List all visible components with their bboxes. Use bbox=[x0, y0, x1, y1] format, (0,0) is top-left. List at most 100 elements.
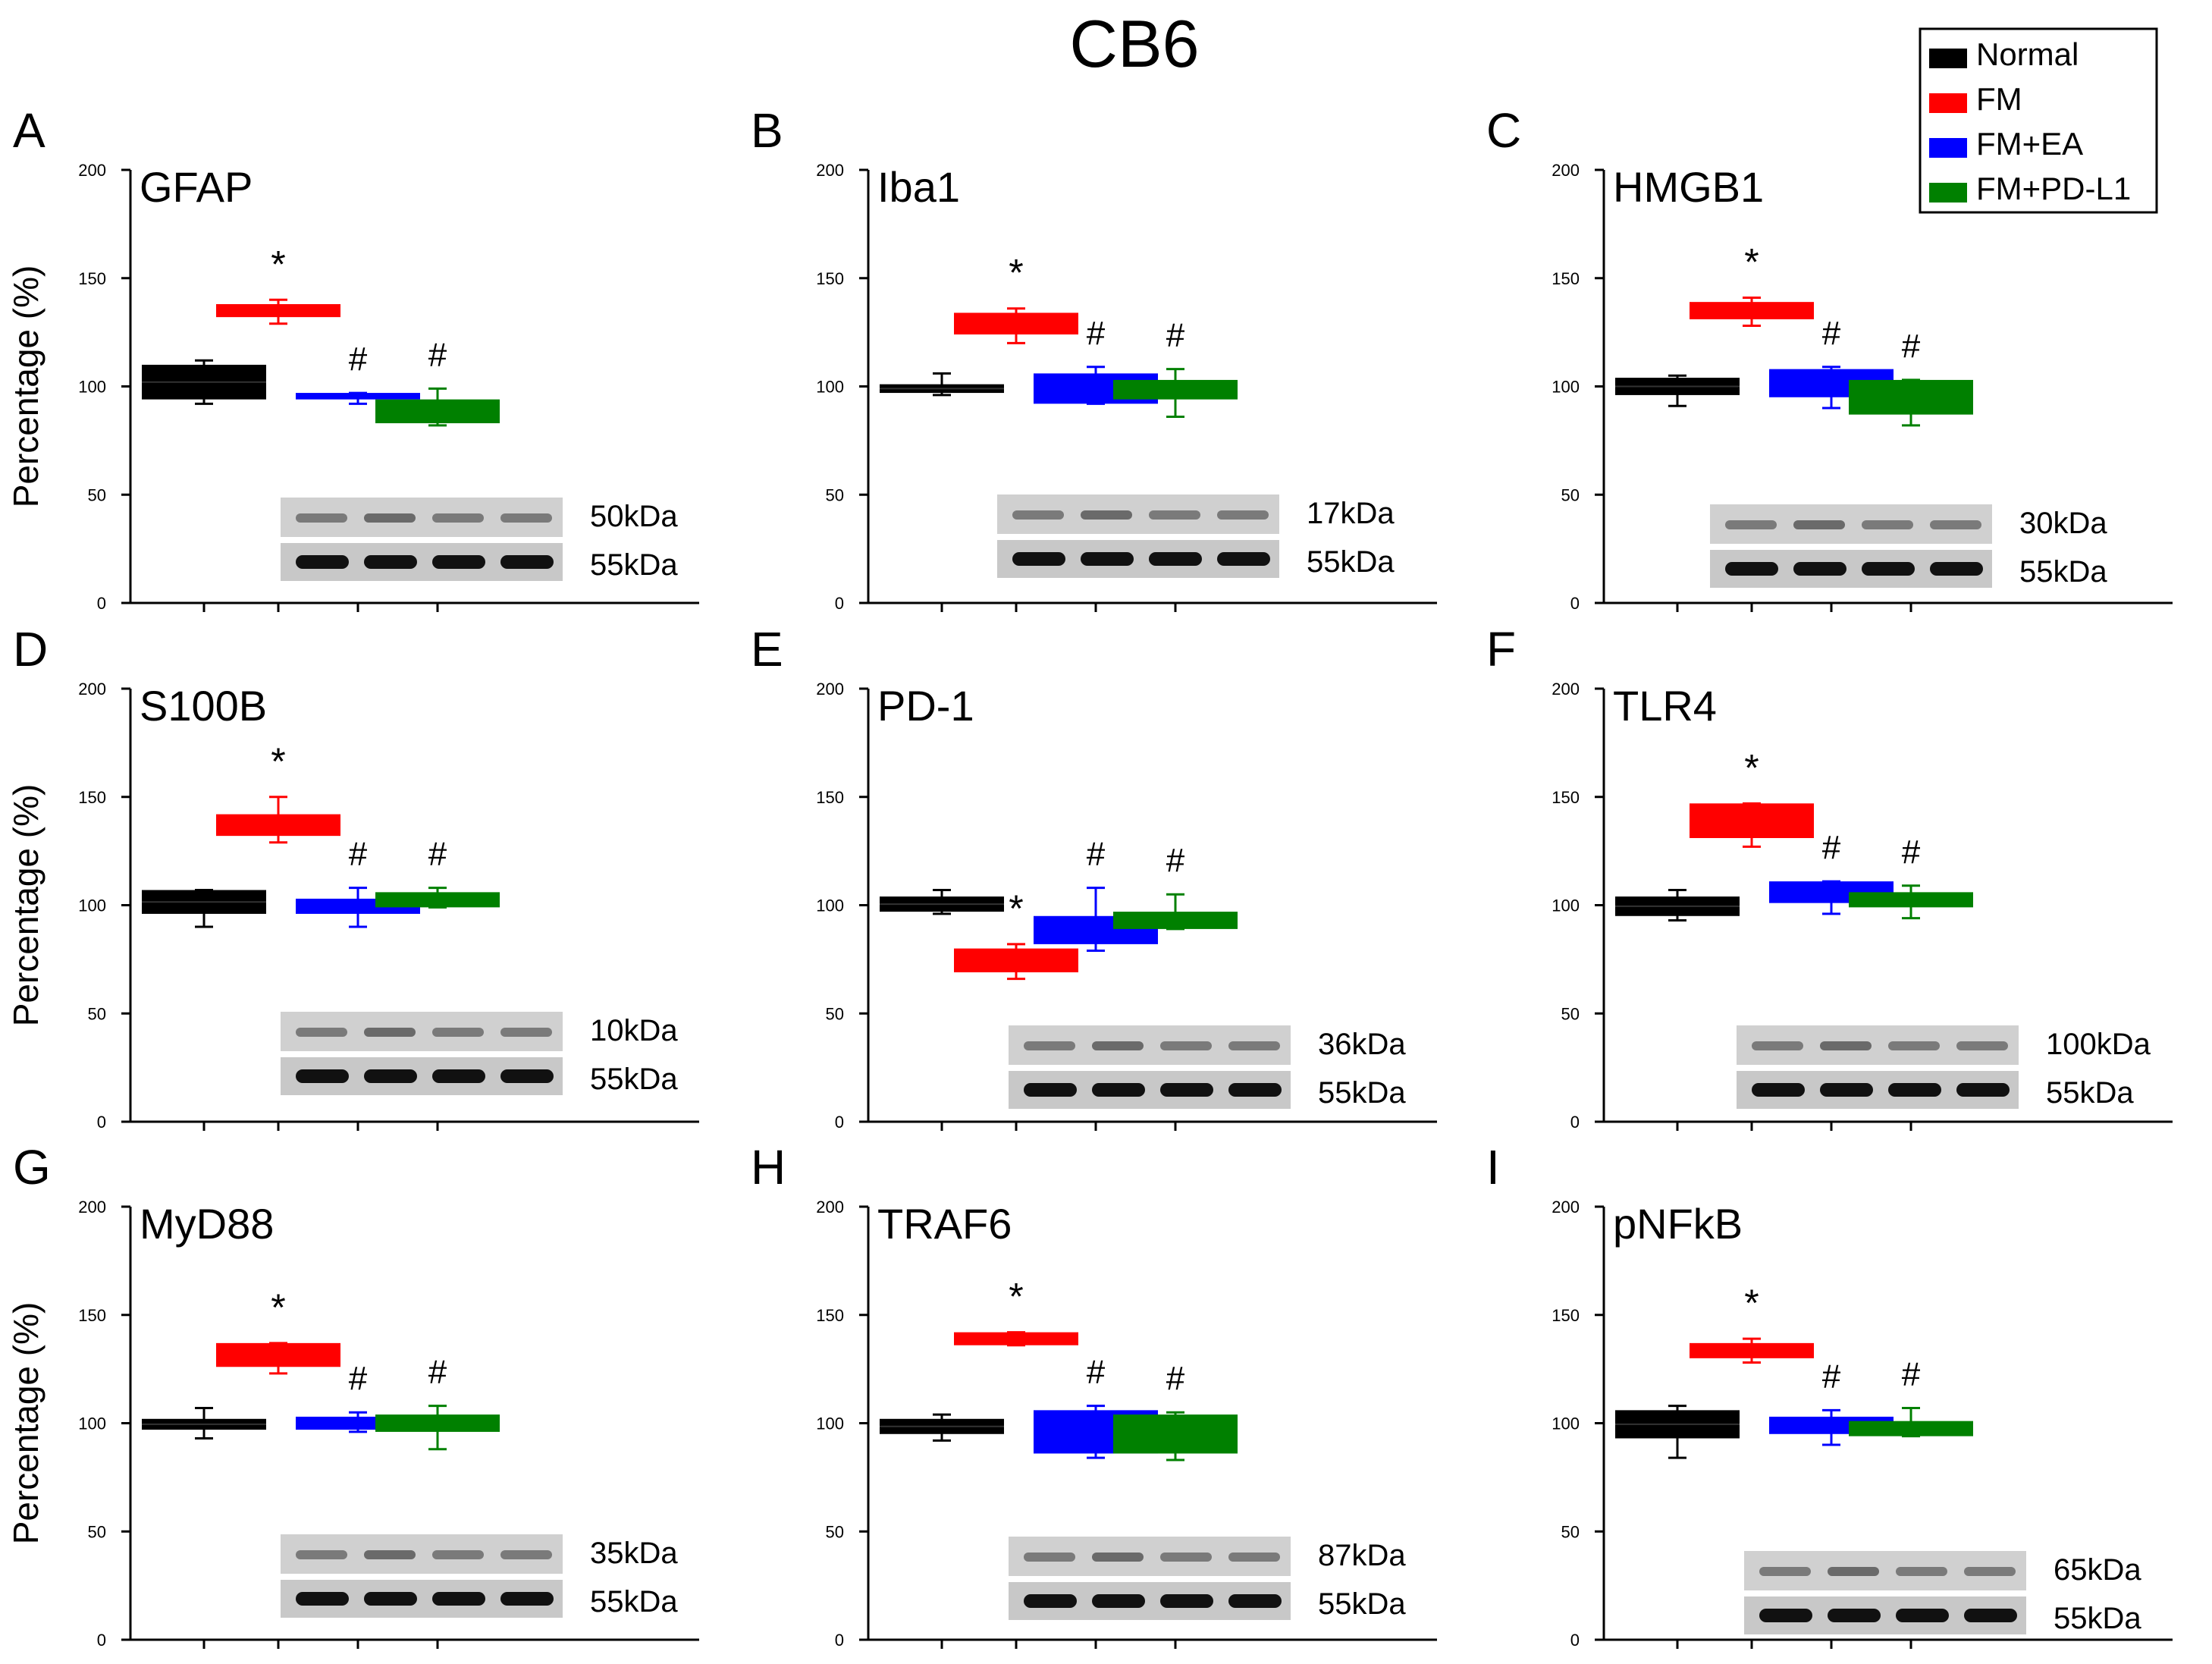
y-tick-label: 150 bbox=[1552, 788, 1580, 807]
y-tick-label: 50 bbox=[1561, 1004, 1580, 1023]
y-tick-label: 100 bbox=[816, 378, 844, 397]
significance-mark: # bbox=[428, 836, 447, 873]
significance-mark: # bbox=[1087, 836, 1106, 873]
blot-band bbox=[364, 1550, 416, 1559]
y-tick-label: 100 bbox=[816, 1414, 844, 1433]
significance-mark: * bbox=[271, 243, 285, 285]
panel-title: S100B bbox=[140, 682, 267, 730]
blot-band bbox=[296, 1028, 347, 1037]
panel-B: B Iba1 0 50 100 150 200 * # #17kDa 55kDa bbox=[751, 103, 1437, 613]
blot-band bbox=[1930, 562, 1983, 576]
blot-label-target: 36kDa bbox=[1318, 1028, 1406, 1061]
significance-mark: # bbox=[1166, 1360, 1185, 1397]
y-tick-label: 100 bbox=[1552, 896, 1580, 915]
y-tick-label: 0 bbox=[1570, 1631, 1580, 1650]
panel-title: MyD88 bbox=[140, 1200, 274, 1248]
panel-title: HMGB1 bbox=[1613, 163, 1764, 211]
significance-mark: * bbox=[1744, 746, 1759, 789]
significance-mark: # bbox=[1902, 328, 1921, 365]
panel-E: E PD-1 0 50 100 150 200 * # #36kDa 55kDa bbox=[751, 622, 1437, 1132]
blot-band bbox=[1956, 1083, 2010, 1097]
blot-label-loading: 55kDa bbox=[1318, 1587, 1406, 1621]
blot-band bbox=[364, 513, 416, 523]
y-tick-label: 0 bbox=[97, 1631, 106, 1650]
blot-band bbox=[1820, 1041, 1872, 1050]
significance-mark: # bbox=[1166, 317, 1185, 354]
blot-band bbox=[1956, 1041, 2008, 1050]
blot-band bbox=[1725, 562, 1778, 576]
blot-band bbox=[1752, 1041, 1803, 1050]
blot-band bbox=[1160, 1041, 1212, 1050]
significance-mark: # bbox=[1822, 829, 1841, 866]
y-axis-label: Percentage (%) bbox=[6, 265, 45, 508]
panel-letter-B: B bbox=[751, 103, 783, 158]
y-tick-label: 100 bbox=[816, 896, 844, 915]
panel-F: F TLR4 0 50 100 150 200 * # #100kDa 55kDa bbox=[1486, 622, 2173, 1132]
blot-band bbox=[1024, 1553, 1075, 1562]
blot-label-loading: 55kDa bbox=[2054, 1602, 2141, 1635]
blot-band bbox=[1793, 562, 1846, 576]
blot-label-target: 17kDa bbox=[1307, 497, 1395, 530]
blot-band bbox=[1081, 510, 1132, 520]
blot-label-target: 10kDa bbox=[590, 1014, 678, 1047]
blot-label-target: 35kDa bbox=[590, 1537, 678, 1570]
blot-band bbox=[296, 555, 349, 569]
y-tick-label: 50 bbox=[826, 1522, 844, 1541]
panel-letter-E: E bbox=[751, 622, 783, 677]
blot-band bbox=[1228, 1553, 1280, 1562]
panel-title: TRAF6 bbox=[877, 1200, 1012, 1248]
y-tick-label: 150 bbox=[78, 1306, 106, 1325]
panel-title: GFAP bbox=[140, 163, 253, 211]
blot-label-loading: 55kDa bbox=[590, 548, 678, 582]
chart-panels: A GFAP 0 50 100 150 200 Percentage (%) * # #50kDa 5… bbox=[6, 103, 2173, 1650]
blot-band bbox=[432, 1069, 485, 1083]
panel-C: C HMGB1 0 50 100 150 200 * # #30kDa 55kDa bbox=[1486, 103, 2173, 613]
panel-title: PD-1 bbox=[877, 682, 974, 730]
y-tick-label: 150 bbox=[816, 269, 844, 288]
y-tick-label: 0 bbox=[97, 594, 106, 613]
legend: Normal FM FM+EA FM+PD-L1 bbox=[1919, 27, 2158, 214]
blot-label-loading: 55kDa bbox=[2046, 1076, 2134, 1110]
blot-band bbox=[1228, 1041, 1280, 1050]
blot-band bbox=[1930, 520, 1981, 529]
legend-swatch-1 bbox=[1929, 93, 1967, 113]
figure-title: CB6 bbox=[1069, 6, 1199, 81]
y-tick-label: 150 bbox=[1552, 1306, 1580, 1325]
y-tick-label: 150 bbox=[78, 269, 106, 288]
y-axis-label: Percentage (%) bbox=[6, 784, 45, 1027]
blot-label-loading: 55kDa bbox=[590, 1585, 678, 1618]
blot-band bbox=[500, 1550, 552, 1559]
panel-D: D S100B 0 50 100 150 200 Percentage (%) * # #10kDa… bbox=[6, 622, 699, 1132]
y-tick-label: 200 bbox=[1552, 680, 1580, 699]
blot-band bbox=[296, 1069, 349, 1083]
blot-band bbox=[1888, 1083, 1941, 1097]
blot-band bbox=[1725, 520, 1777, 529]
y-tick-label: 0 bbox=[1570, 594, 1580, 613]
legend-swatch-3 bbox=[1929, 183, 1967, 203]
blot-band bbox=[1752, 1083, 1805, 1097]
blot-band bbox=[1964, 1609, 2017, 1622]
y-tick-label: 100 bbox=[1552, 378, 1580, 397]
blot-label-loading: 55kDa bbox=[2019, 555, 2107, 589]
y-tick-label: 0 bbox=[835, 1113, 844, 1132]
blot-band bbox=[432, 555, 485, 569]
legend-label-3: FM+PD-L1 bbox=[1976, 171, 2131, 206]
legend-label-1: FM bbox=[1976, 81, 2022, 117]
blot-band bbox=[1081, 552, 1134, 566]
panel-letter-A: A bbox=[13, 103, 45, 158]
blot-label-target: 30kDa bbox=[2019, 507, 2107, 540]
y-tick-label: 200 bbox=[78, 161, 106, 180]
y-tick-label: 200 bbox=[78, 680, 106, 699]
y-tick-label: 100 bbox=[1552, 1414, 1580, 1433]
blot-band bbox=[1160, 1553, 1212, 1562]
y-tick-label: 150 bbox=[816, 1306, 844, 1325]
y-tick-label: 200 bbox=[1552, 161, 1580, 180]
significance-mark: * bbox=[1744, 1282, 1759, 1324]
significance-mark: # bbox=[1902, 1356, 1921, 1393]
y-tick-label: 200 bbox=[78, 1198, 106, 1217]
blot-band bbox=[1024, 1041, 1075, 1050]
blot-band bbox=[500, 1592, 554, 1606]
y-tick-label: 0 bbox=[835, 594, 844, 613]
panel-letter-G: G bbox=[13, 1140, 51, 1195]
